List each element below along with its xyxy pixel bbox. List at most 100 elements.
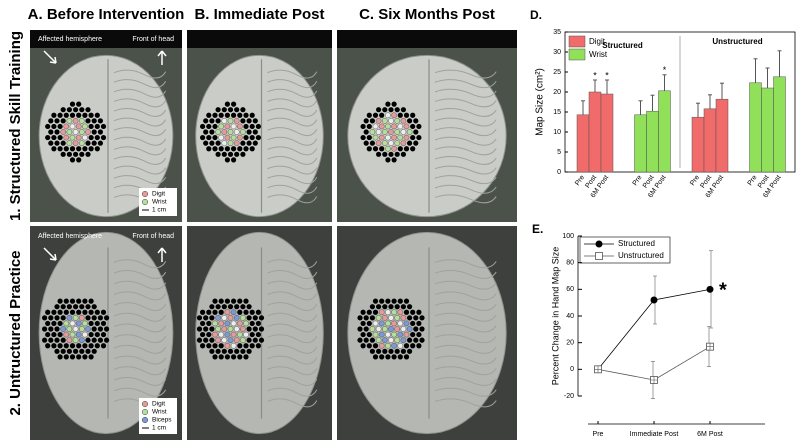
stim-site bbox=[378, 331, 385, 338]
stim-site bbox=[376, 107, 382, 113]
stim-site bbox=[230, 309, 237, 316]
y-tick-label: 30 bbox=[553, 49, 561, 56]
stim-site bbox=[60, 348, 66, 354]
stim-site bbox=[231, 101, 237, 107]
stim-site bbox=[63, 146, 69, 152]
stim-site bbox=[209, 140, 215, 146]
stim-site bbox=[360, 123, 366, 130]
stim-site bbox=[100, 309, 107, 315]
stim-site bbox=[391, 342, 397, 349]
stim-site bbox=[255, 123, 261, 130]
gyrus bbox=[113, 270, 167, 279]
stim-site bbox=[206, 309, 212, 315]
stim-site bbox=[54, 129, 60, 135]
brain bbox=[347, 231, 507, 435]
stim-site bbox=[382, 304, 388, 310]
legend-label: Structured bbox=[618, 239, 655, 248]
stim-site bbox=[94, 343, 100, 349]
gyrus bbox=[434, 387, 497, 397]
stim-site bbox=[407, 315, 413, 321]
stim-site bbox=[385, 331, 391, 338]
stim-site bbox=[82, 331, 88, 338]
stim-site bbox=[413, 326, 419, 332]
gyrus bbox=[267, 156, 318, 165]
stim-site bbox=[51, 309, 57, 315]
stim-site bbox=[366, 343, 372, 349]
stim-site bbox=[234, 151, 240, 157]
x-tick-label: Immediate Post bbox=[630, 431, 679, 438]
stim-site bbox=[375, 117, 382, 124]
stim-site bbox=[76, 146, 82, 152]
stim-site bbox=[394, 117, 401, 124]
stim-site bbox=[54, 304, 60, 310]
stim-site bbox=[407, 337, 413, 343]
brain bbox=[347, 54, 507, 218]
legend-marker bbox=[595, 240, 603, 248]
stim-site bbox=[104, 326, 110, 332]
stim-site bbox=[215, 326, 221, 332]
stim-site bbox=[88, 331, 94, 338]
stim-site bbox=[366, 123, 372, 130]
stim-site bbox=[233, 140, 240, 147]
stim-site bbox=[218, 134, 225, 141]
stim-site bbox=[388, 129, 394, 135]
stim-site bbox=[75, 134, 82, 141]
stim-site bbox=[231, 112, 237, 118]
legend-label: Wrist bbox=[152, 199, 167, 206]
stim-site bbox=[91, 118, 97, 124]
plot-frame bbox=[564, 31, 796, 173]
stim-site bbox=[233, 129, 240, 135]
y-axis-label: Map Size (cm²) bbox=[535, 68, 546, 136]
stim-site bbox=[69, 123, 76, 130]
stim-site bbox=[357, 326, 363, 332]
legend-label: 1 cm bbox=[152, 207, 166, 214]
stim-site bbox=[215, 118, 221, 124]
stim-site bbox=[209, 348, 215, 354]
legend-label: Biceps bbox=[152, 417, 172, 424]
stim-site bbox=[391, 134, 397, 141]
stim-site bbox=[73, 151, 79, 157]
stim-site bbox=[66, 304, 72, 310]
stim-site bbox=[394, 304, 400, 310]
stim-site bbox=[400, 326, 407, 332]
stim-site bbox=[221, 337, 228, 344]
stim-site bbox=[385, 145, 391, 152]
stim-site bbox=[215, 348, 221, 354]
gyrus bbox=[434, 108, 497, 117]
stim-site bbox=[63, 123, 70, 130]
gyrus bbox=[434, 146, 497, 156]
stim-site bbox=[233, 337, 240, 344]
stim-site bbox=[403, 343, 410, 349]
stim-site bbox=[60, 315, 66, 321]
gyrus bbox=[113, 344, 167, 354]
stim-site bbox=[72, 314, 79, 321]
stim-site bbox=[51, 331, 57, 338]
legend-label: Wrist bbox=[589, 50, 608, 59]
stim-site bbox=[100, 343, 107, 349]
stim-site bbox=[66, 326, 73, 332]
gyrus bbox=[267, 88, 318, 98]
stim-site bbox=[97, 129, 103, 135]
stim-site bbox=[363, 118, 369, 124]
stim-site bbox=[376, 151, 382, 157]
stim-site bbox=[410, 134, 416, 141]
gyrus bbox=[434, 136, 497, 146]
gyrus bbox=[113, 377, 167, 386]
stim-site bbox=[69, 101, 76, 107]
point-cross bbox=[650, 376, 658, 384]
stim-site bbox=[385, 134, 391, 141]
stim-site bbox=[212, 354, 218, 360]
stim-site bbox=[381, 117, 388, 124]
stim-site bbox=[227, 337, 234, 344]
stim-site bbox=[218, 112, 224, 118]
stim-site bbox=[212, 123, 218, 130]
stim-site bbox=[221, 129, 228, 135]
stim-site bbox=[48, 326, 54, 332]
stim-site bbox=[230, 331, 237, 338]
significance: * bbox=[719, 280, 727, 302]
stim-site bbox=[403, 320, 410, 327]
stim-site bbox=[100, 320, 107, 327]
gyrus bbox=[113, 323, 167, 333]
stim-site bbox=[209, 129, 215, 135]
stim-site bbox=[100, 331, 107, 338]
